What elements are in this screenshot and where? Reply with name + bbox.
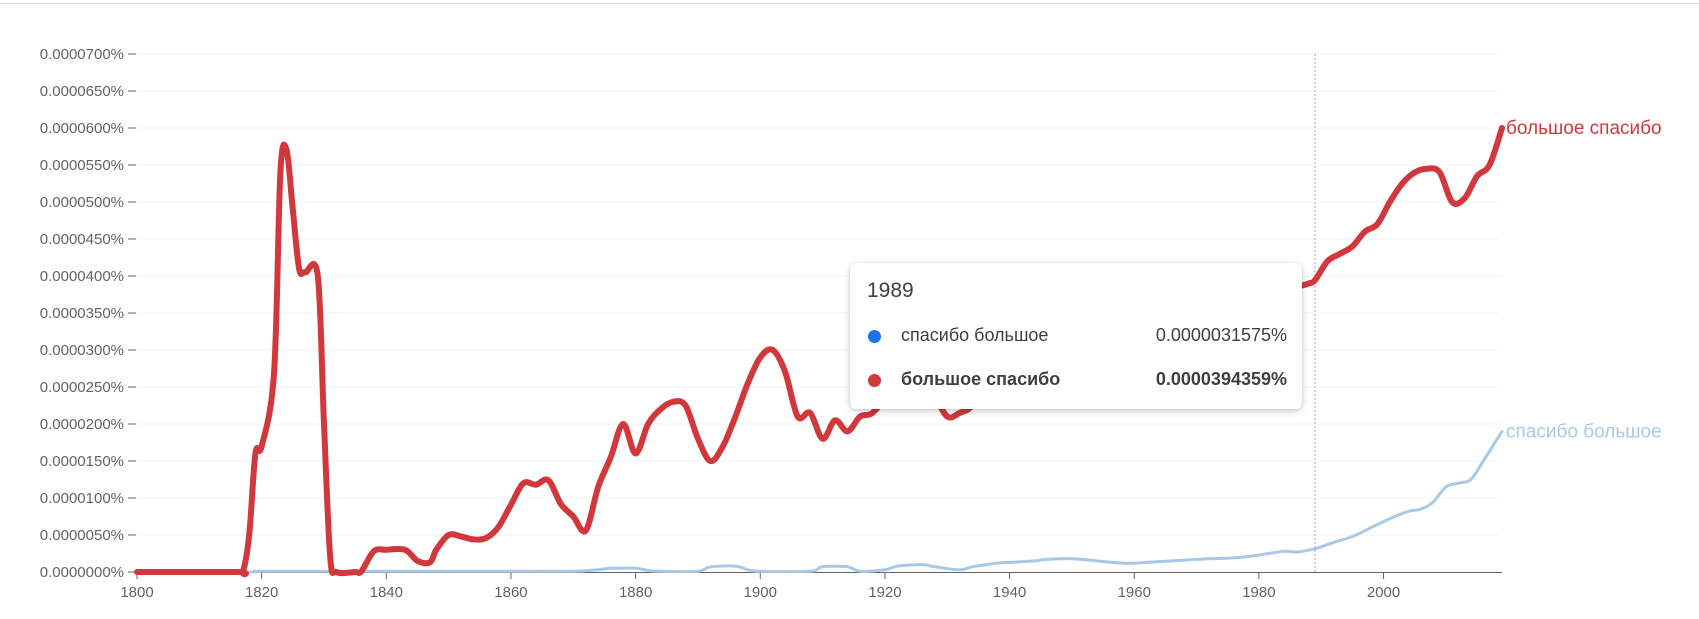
x-tick-label: 1900 <box>744 584 777 601</box>
y-tick-label: 0.0000600% <box>40 120 124 137</box>
tooltip-series-value: 0.0000031575% <box>1155 325 1287 345</box>
x-tick-label: 1840 <box>370 584 403 601</box>
tooltip-series-value: 0.0000394359% <box>1155 369 1287 389</box>
y-tick-label: 0.0000200% <box>40 416 124 433</box>
x-tick-label: 2000 <box>1367 584 1400 601</box>
y-tick-label: 0.0000650% <box>40 83 124 100</box>
y-tick-label: 0.0000350% <box>40 305 124 322</box>
y-axis: 0.0000000% 0.0000050% 0.0000100% 0.0000150%… <box>40 46 136 581</box>
series-color-dot <box>868 374 881 387</box>
y-tick-label: 0.0000500% <box>40 194 124 211</box>
series-color-dot <box>868 330 881 343</box>
y-tick-label: 0.0000400% <box>40 268 124 285</box>
y-tick-label: 0.0000250% <box>40 379 124 396</box>
x-axis: 1800 1820 1840 1860 1880 1900 1920 1940 1960 1980… <box>120 572 1502 601</box>
series-line[interactable] <box>135 429 1504 574</box>
y-tick-label: 0.0000000% <box>40 564 124 581</box>
y-tick-label: 0.0000150% <box>40 453 124 470</box>
y-tick-label: 0.0000700% <box>40 46 124 63</box>
tooltip-year: 1989 <box>867 279 914 302</box>
x-tick-label: 1880 <box>619 584 652 601</box>
y-tick-label: 0.0000050% <box>40 527 124 544</box>
series-end-label: большое спасибо <box>1506 118 1662 139</box>
series-end-label: спасибо большое <box>1506 421 1662 442</box>
y-tick-label: 0.0000100% <box>40 490 124 507</box>
tooltip-row: большое спасибо 0.0000394359% <box>867 369 1287 393</box>
y-tick-label: 0.0000300% <box>40 342 124 359</box>
tooltip-series-name: спасибо большое <box>901 325 1049 345</box>
tooltip-row: спасибо большое 0.0000031575% <box>867 325 1287 349</box>
x-tick-label: 1860 <box>494 584 527 601</box>
top-divider <box>0 3 1699 4</box>
hover-tooltip: 1989 спасибо большое 0.0000031575% больш… <box>850 263 1302 409</box>
tooltip-series-name: большое спасибо <box>901 369 1061 389</box>
x-tick-label: 1980 <box>1242 584 1275 601</box>
series-end-labels: спасибо большое большое спасибо <box>1506 118 1662 442</box>
x-tick-label: 1800 <box>120 584 153 601</box>
x-tick-label: 1920 <box>868 584 901 601</box>
y-tick-label: 0.0000550% <box>40 157 124 174</box>
y-tick-label: 0.0000450% <box>40 231 124 248</box>
x-tick-label: 1960 <box>1118 584 1151 601</box>
x-tick-label: 1940 <box>993 584 1026 601</box>
x-tick-label: 1820 <box>245 584 278 601</box>
